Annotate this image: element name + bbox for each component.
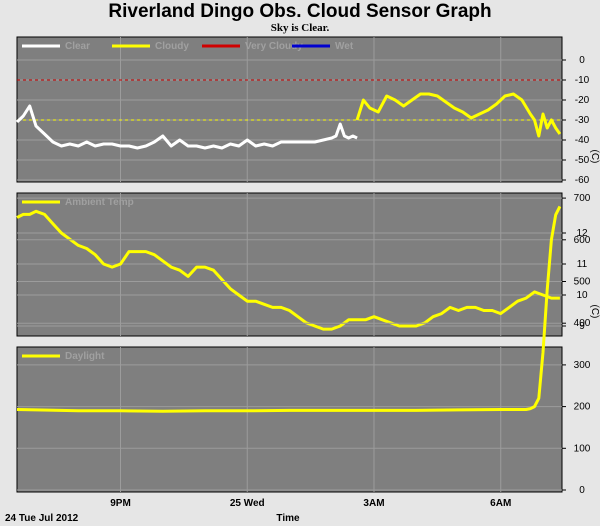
- daylight-ytick-label: 400: [574, 318, 591, 329]
- sky-temp-ytick-label: -20: [575, 95, 590, 106]
- ambient-temp-ytick-label: 12: [576, 228, 588, 239]
- ambient-temp-y-unit: (C): [589, 305, 600, 319]
- legend-label-cloudy: Cloudy: [155, 41, 189, 52]
- sky-temp-ytick-label: -60: [575, 175, 590, 186]
- legend-label-wet: Wet: [335, 41, 354, 52]
- legend-label-daylight: Daylight: [65, 351, 105, 362]
- sky-temp-ytick-label: 0: [579, 55, 585, 66]
- sky-temp-ytick-label: -30: [575, 115, 590, 126]
- x-tick-label: 3AM: [363, 498, 384, 509]
- ambient-temp-ytick-label: 10: [576, 290, 588, 301]
- daylight-ytick-label: 500: [574, 277, 591, 288]
- ambient-temp-ytick-label: 11: [577, 259, 588, 270]
- start-date-label: 24 Tue Jul 2012: [5, 513, 79, 524]
- daylight-ytick-label: 300: [574, 360, 591, 371]
- x-axis-title: Time: [276, 513, 300, 524]
- sky-status: Sky is Clear.: [270, 22, 330, 34]
- sky-temp-ytick-label: -40: [575, 135, 590, 146]
- daylight-plot-area: [16, 346, 563, 493]
- sky-temp-ytick-label: -10: [575, 75, 590, 86]
- ambient-temp-ytick-label: 9: [579, 321, 585, 332]
- series-line-clear: [15, 104, 358, 150]
- x-tick-label: 25 Wed: [230, 498, 265, 509]
- chart-title: Riverland Dingo Obs. Cloud Sensor Graph: [108, 1, 492, 22]
- sky-temp-y-unit: (C): [589, 150, 600, 164]
- series-line-ambient-temp: [16, 209, 560, 331]
- legend-label-ambient-temp: Ambient Temp: [65, 197, 134, 208]
- sky-temp-plot-area: [16, 36, 563, 183]
- sky-temp-ytick-label: -50: [575, 155, 590, 166]
- series-line-daylight: [16, 205, 562, 413]
- series-line-cloudy: [355, 92, 562, 138]
- daylight-ytick-label: 600: [574, 235, 591, 246]
- x-tick-label: 9PM: [110, 498, 131, 509]
- daylight-ytick-label: 100: [574, 443, 591, 454]
- legend-label-clear: Clear: [65, 41, 90, 52]
- legend-label-very-cloudy: Very Cloudy: [245, 41, 303, 52]
- x-tick-label: 6AM: [490, 498, 511, 509]
- daylight-ytick-label: 200: [574, 402, 591, 413]
- daylight-ytick-label: 700: [574, 193, 591, 204]
- daylight-ytick-label: 0: [579, 485, 585, 496]
